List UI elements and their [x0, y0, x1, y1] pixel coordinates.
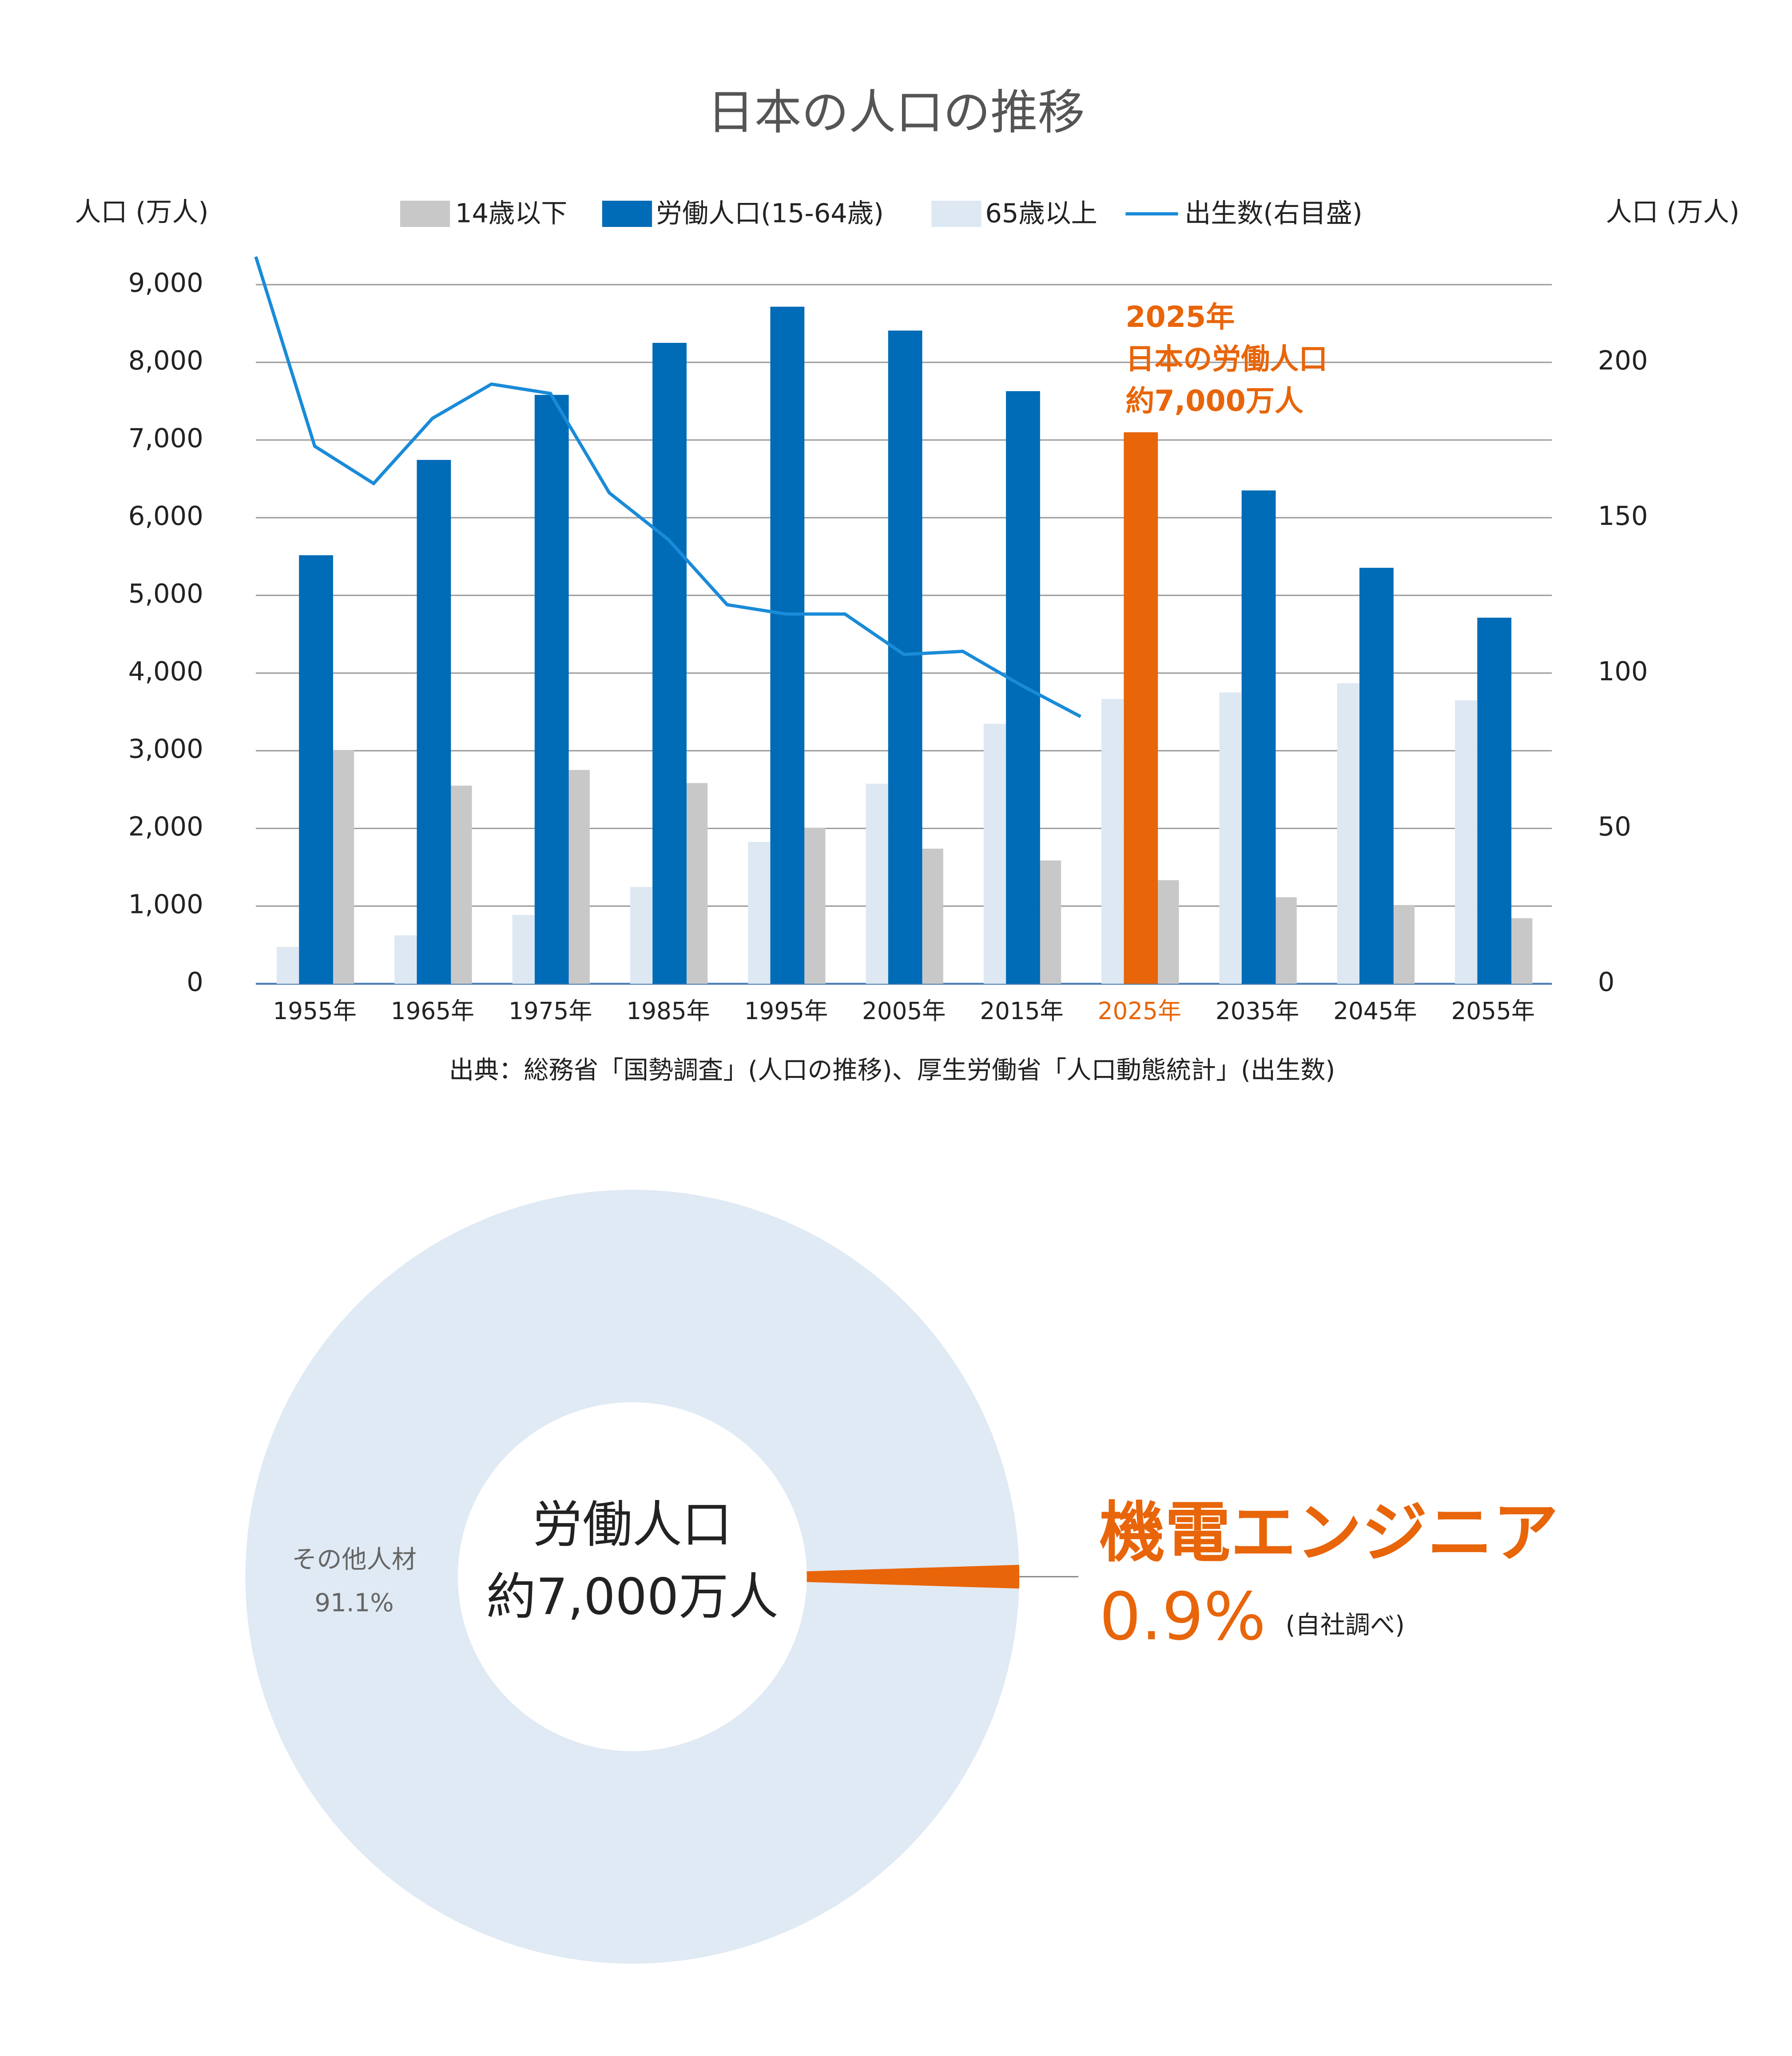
annotation: 約7,000万人 — [1125, 385, 1303, 418]
x-tick-label: 2015年 — [980, 997, 1063, 1025]
bar — [1511, 918, 1533, 984]
y2-tick-label: 50 — [1598, 811, 1631, 842]
y-tick-label: 4,000 — [128, 656, 203, 687]
bar — [983, 723, 1006, 984]
bar — [652, 343, 687, 984]
bar — [512, 915, 535, 984]
bar — [770, 306, 805, 984]
bar — [394, 935, 417, 984]
slice-label: その他人材 — [292, 1545, 417, 1574]
chart-title: 日本の人口の推移 — [707, 85, 1085, 140]
x-tick-label: 1995年 — [744, 997, 828, 1025]
y2-tick-label: 0 — [1598, 967, 1615, 997]
bar — [888, 330, 922, 984]
y-tick-label: 2,000 — [128, 811, 203, 842]
donut-slice — [807, 1564, 1020, 1589]
bar — [866, 783, 888, 984]
slice-value: 91.1% — [314, 1588, 393, 1617]
line — [254, 256, 1081, 718]
bar — [922, 849, 943, 984]
y-axis-label: 人口 (万人) — [75, 197, 208, 227]
legend-label: 65歳以上 — [985, 198, 1097, 229]
center-text: 約7,000万人 — [486, 1568, 779, 1626]
highlight-label: 機電エンジニア — [1099, 1495, 1558, 1571]
bar — [1241, 490, 1276, 984]
bar — [1275, 897, 1297, 984]
bar — [748, 842, 771, 984]
bar — [1337, 683, 1360, 984]
y-tick-label: 7,000 — [128, 423, 203, 453]
x-tick-label: 1965年 — [391, 997, 474, 1025]
x-tick-label: 2035年 — [1216, 997, 1299, 1025]
legend-swatch — [400, 200, 450, 227]
y-tick-label: 3,000 — [128, 734, 203, 764]
x-tick-label: 2025年 — [1098, 997, 1181, 1025]
bar — [1040, 860, 1061, 984]
y2-tick-label: 100 — [1598, 656, 1648, 687]
y2-tick-label: 200 — [1598, 345, 1648, 376]
bar — [1455, 700, 1478, 984]
y-tick-label: 5,000 — [128, 578, 203, 609]
x-tick-label: 1975年 — [509, 997, 592, 1025]
bar — [417, 460, 451, 984]
bar — [1393, 905, 1415, 984]
legend-swatch — [931, 200, 981, 227]
bar — [534, 395, 569, 984]
bar — [1101, 699, 1124, 984]
highlight-value: 0.9% — [1099, 1579, 1266, 1655]
bar — [1158, 880, 1179, 984]
bar — [630, 887, 653, 984]
annotation: 日本の労働人口 — [1125, 342, 1327, 376]
center-text: 労働人口 — [532, 1496, 732, 1554]
x-tick-label: 1985年 — [626, 997, 710, 1025]
y-tick-label: 6,000 — [128, 500, 203, 531]
bar — [277, 947, 299, 984]
y-tick-label: 8,000 — [128, 345, 203, 376]
legend-label: 出生数(右目盛) — [1184, 198, 1362, 229]
y2-axis-label: 人口 (万人) — [1606, 197, 1740, 227]
y-tick-label: 1,000 — [128, 889, 203, 920]
annotation: 2025年 — [1125, 301, 1235, 334]
bar — [451, 786, 472, 984]
legend-swatch — [602, 200, 652, 227]
x-tick-label: 1955年 — [273, 997, 356, 1025]
bar — [333, 750, 354, 984]
bar — [1477, 617, 1512, 984]
bar — [1359, 568, 1394, 984]
y-tick-label: 9,000 — [128, 267, 203, 298]
legend-label: 14歳以下 — [455, 198, 567, 229]
legend-label: 労働人口(15-64歳) — [656, 198, 884, 229]
x-tick-label: 2045年 — [1333, 997, 1417, 1025]
y2-tick-label: 150 — [1598, 500, 1648, 531]
y-tick-label: 0 — [187, 967, 203, 997]
bar — [568, 770, 590, 984]
bar — [1219, 692, 1242, 984]
x-tick-label: 2055年 — [1451, 997, 1535, 1025]
bar — [299, 555, 334, 984]
note: (自社調べ) — [1286, 1611, 1405, 1639]
bar — [804, 827, 826, 984]
x-tick-label: 2005年 — [862, 997, 946, 1025]
bar — [1124, 432, 1158, 984]
source: 出典：総務省「国勢調査」(人口の推移)、厚生労働省「人口動態統計」(出生数) — [449, 1056, 1335, 1085]
donut-slice — [245, 1190, 1019, 1964]
bar — [686, 783, 708, 984]
